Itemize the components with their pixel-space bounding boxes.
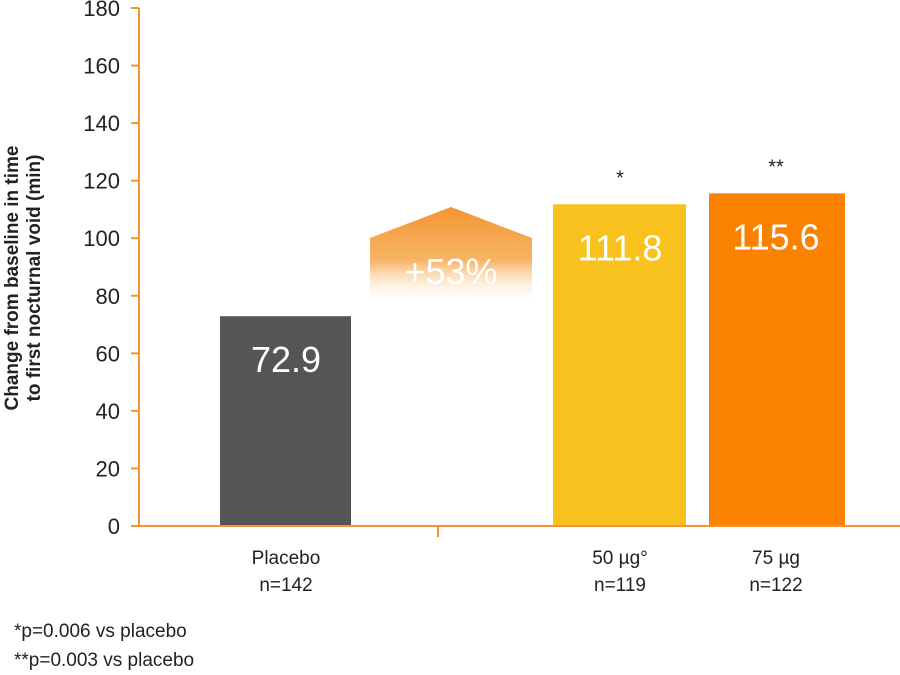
y-tick-label: 20 — [96, 456, 120, 481]
y-tick-label: 120 — [83, 169, 120, 194]
percent-increase-annotation: +53% — [370, 207, 532, 305]
y-tick-label: 140 — [83, 111, 120, 136]
y-tick-label: 160 — [83, 54, 120, 79]
x-category-n-label: n=122 — [749, 575, 802, 596]
y-tick-label: 180 — [83, 0, 120, 21]
significance-marker: ** — [768, 156, 784, 178]
y-axis-title-line: to first nocturnal void (min) — [24, 155, 45, 402]
x-category-label: Placebo — [252, 548, 321, 569]
y-tick-label: 60 — [96, 341, 120, 366]
y-tick-label: 100 — [83, 226, 120, 251]
y-axis-ticks: 0 20 40 60 80 100 120 140 160 180 — [83, 0, 139, 539]
x-axis-labels: Placebo n=142 50 µg° n=119 75 µg n=122 — [252, 548, 803, 596]
significance-marker: * — [616, 167, 624, 189]
bars: 72.9 111.8 * 115.6 ** — [220, 156, 845, 526]
bar-value-label: 115.6 — [732, 216, 819, 257]
axes — [138, 8, 900, 537]
bar-chart: Change from baseline in timeto first noc… — [2, 0, 900, 596]
annotation-text: +53% — [404, 251, 497, 292]
bar-value-label: 72.9 — [251, 339, 321, 380]
bar — [220, 316, 351, 526]
y-tick-label: 40 — [96, 399, 120, 424]
x-category-n-label: n=119 — [594, 575, 646, 596]
y-axis-label: Change from baseline in timeto first noc… — [2, 146, 45, 411]
y-tick-label: 0 — [108, 514, 120, 539]
bar — [553, 204, 686, 526]
x-category-n-label: n=142 — [259, 575, 312, 596]
x-category-label: 50 µg° — [592, 548, 648, 569]
y-tick-label: 80 — [96, 284, 120, 309]
bar — [709, 193, 845, 526]
bar-value-label: 111.8 — [578, 227, 663, 268]
footnote-2: **p=0.003 vs placebo — [14, 650, 195, 671]
footnote-1: *p=0.006 vs placebo — [14, 621, 187, 642]
up-arrow-shape — [370, 207, 532, 305]
y-axis-title-line: Change from baseline in time — [2, 146, 23, 411]
x-category-label: 75 µg — [752, 548, 800, 569]
y-axis-title: Change from baseline in timeto first noc… — [2, 146, 45, 411]
